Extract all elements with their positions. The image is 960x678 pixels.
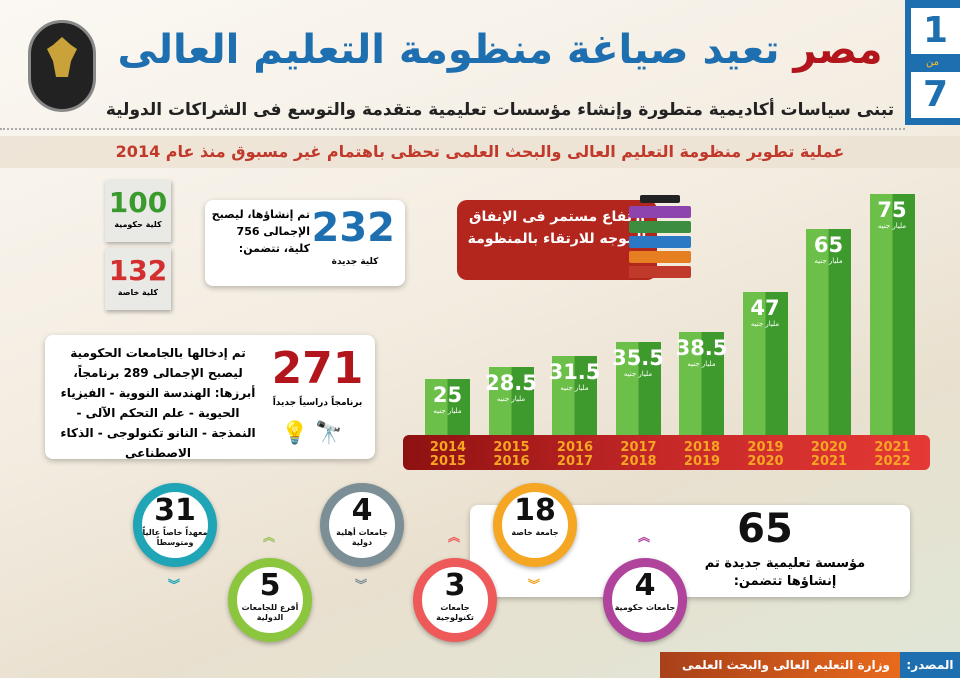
title-red: مصر xyxy=(793,27,883,73)
institution-circle: 4 جامعات أهلية دولية xyxy=(320,483,404,567)
year-tick-label: 2018 2019 xyxy=(683,440,721,469)
bar: 65 مليار جنيه xyxy=(806,229,851,435)
institution-count: 31 xyxy=(154,493,196,528)
year-tick-label: 2020 2021 xyxy=(810,440,848,469)
programs-number-label: برنامجاً دراسياً جديداً xyxy=(272,398,363,408)
bar: 75 مليار جنيه xyxy=(869,194,915,435)
source-value: وزارة التعليم العالى والبحث العلمى xyxy=(660,652,900,678)
chevron-up-icon: ︽ xyxy=(448,530,461,544)
page-sep: من xyxy=(926,57,939,68)
institution-circle: 5 أفرع للجامعات الدولية xyxy=(228,558,312,642)
spending-callout: ارتفاع مستمر فى الإنفاق الموجه للارتقاء … xyxy=(457,200,657,280)
bar: 31.5 مليار جنيه xyxy=(549,356,600,435)
year-tick-label: 2017 2018 xyxy=(620,440,657,469)
bar: 35.5 مليار جنيه xyxy=(612,342,664,435)
telescope-icon: 🔭 xyxy=(315,421,343,446)
section-band: عملية تطوير منظومة التعليم العالى والبحث… xyxy=(0,136,960,168)
eagle-emblem-icon xyxy=(47,37,77,77)
institution-label: جامعات تكنولوجية xyxy=(436,603,474,622)
institution-count: 18 xyxy=(514,493,556,528)
programs-number: 271 xyxy=(271,343,364,394)
institution-circle: 31 معهداً خاصاً عالياً ومتوسطاً xyxy=(133,483,217,567)
institutions-number: 65 xyxy=(737,506,793,552)
source-label: المصدر: xyxy=(900,652,960,678)
gov-colleges-label: كلية حكومية xyxy=(114,220,162,229)
bar-unit-label: مليار جنيه xyxy=(496,394,526,403)
institution-label: أفرع للجامعات الدولية xyxy=(241,603,299,622)
note-private-colleges: 132 كلية خاصة xyxy=(105,248,171,310)
bar-unit-label: مليار جنيه xyxy=(877,222,907,230)
colleges-card: 232 كلية جديدة تم إنشاؤها، ليصبح الإجمال… xyxy=(205,200,405,286)
bar-unit-label: مليار جنيه xyxy=(560,384,589,393)
year-tick-label: 2015 2016 xyxy=(493,440,530,469)
books-graduation-cap-icon xyxy=(625,195,695,278)
institution-count: 3 xyxy=(444,568,466,603)
bar-unit-label: مليار جنيه xyxy=(623,370,653,379)
chevron-up-icon: ︽ xyxy=(638,530,651,544)
bar: 28.5 مليار جنيه xyxy=(485,366,537,435)
institutions-text: مؤسسة تعليمية جديدة تم إنشاؤها تتضمن: xyxy=(704,556,866,589)
chevron-up-icon: ︽ xyxy=(263,530,276,544)
year-tick-label: 2021 2022 xyxy=(874,440,911,469)
bar-value-label: 75 xyxy=(877,198,907,222)
colleges-number-label: كلية جديدة xyxy=(331,257,379,267)
institution-count: 5 xyxy=(259,568,281,603)
year-tick-label: 2016 2017 xyxy=(556,440,594,469)
gov-colleges-number: 100 xyxy=(108,186,168,219)
bar-unit-label: مليار جنيه xyxy=(814,257,843,265)
year-tick-label: 2014 2015 xyxy=(429,440,467,469)
institution-label: جامعات حكومية xyxy=(614,603,676,612)
programs-card: 271 برنامجاً دراسياً جديداً تم إدخالها ب… xyxy=(45,335,375,460)
institution-circle: 18 جامعة خاصة xyxy=(493,483,577,567)
bar-unit-label: مليار جنيه xyxy=(687,359,716,368)
subtitle: تبنى سياسات أكاديمية متطورة وإنشاء مؤسسا… xyxy=(105,100,895,120)
programs-text: تم إدخالها بالجامعات الحكومية ليصبح الإج… xyxy=(60,346,256,460)
page-counter: 1 من 7 xyxy=(905,0,960,125)
private-colleges-number: 132 xyxy=(108,254,168,287)
colleges-text: تم إنشاؤها، ليصبح الإجمالى 756 كلية، تتض… xyxy=(211,208,310,255)
bar: 38.5 مليار جنيه xyxy=(676,331,727,435)
divider xyxy=(0,128,905,130)
title-blue: تعيد صياغة منظومة التعليم العالى xyxy=(117,27,780,73)
institution-circle: 4 جامعات حكومية xyxy=(603,558,687,642)
chevron-down-icon: ︾ xyxy=(528,578,541,592)
bar-value-label: 28.5 xyxy=(485,370,537,395)
institution-label: جامعات أهلية دولية xyxy=(336,528,388,547)
graduation-cap-icon xyxy=(640,195,680,203)
colleges-number: 232 xyxy=(311,205,396,251)
lightbulb-icon: 💡 xyxy=(281,421,309,446)
institution-count: 4 xyxy=(351,493,373,528)
bar-value-label: 65 xyxy=(813,233,844,257)
bar-value-label: 47 xyxy=(750,296,780,320)
institution-label: معهداً خاصاً عالياً ومتوسطاً xyxy=(142,528,208,547)
bar-unit-label: مليار جنيه xyxy=(433,407,462,415)
bar-value-label: 25 xyxy=(432,383,463,407)
bar: 25 مليار جنيه xyxy=(425,379,470,435)
bar-value-label: 38.5 xyxy=(675,335,728,360)
private-colleges-label: كلية خاصة xyxy=(117,288,159,297)
institution-circle: 3 جامعات تكنولوجية xyxy=(413,558,497,642)
chevron-down-icon: ︾ xyxy=(168,578,181,592)
year-axis-strip xyxy=(403,435,930,470)
bar-value-label: 35.5 xyxy=(612,346,664,371)
year-tick-label: 2019 2020 xyxy=(747,440,784,469)
institution-count: 4 xyxy=(634,568,656,603)
institution-label: جامعة خاصة xyxy=(511,528,559,537)
bar-unit-label: مليار جنيه xyxy=(750,320,780,328)
bar: 47 مليار جنيه xyxy=(742,292,788,435)
page-total: 7 xyxy=(911,72,960,118)
page-title: مصر تعيد صياغة منظومة التعليم العالى xyxy=(100,24,900,76)
chevron-down-icon: ︾ xyxy=(355,578,368,592)
bar-value-label: 31.5 xyxy=(548,360,601,385)
logo xyxy=(28,20,96,112)
note-gov-colleges: 100 كلية حكومية xyxy=(105,180,171,242)
page-current: 1 xyxy=(911,8,960,54)
